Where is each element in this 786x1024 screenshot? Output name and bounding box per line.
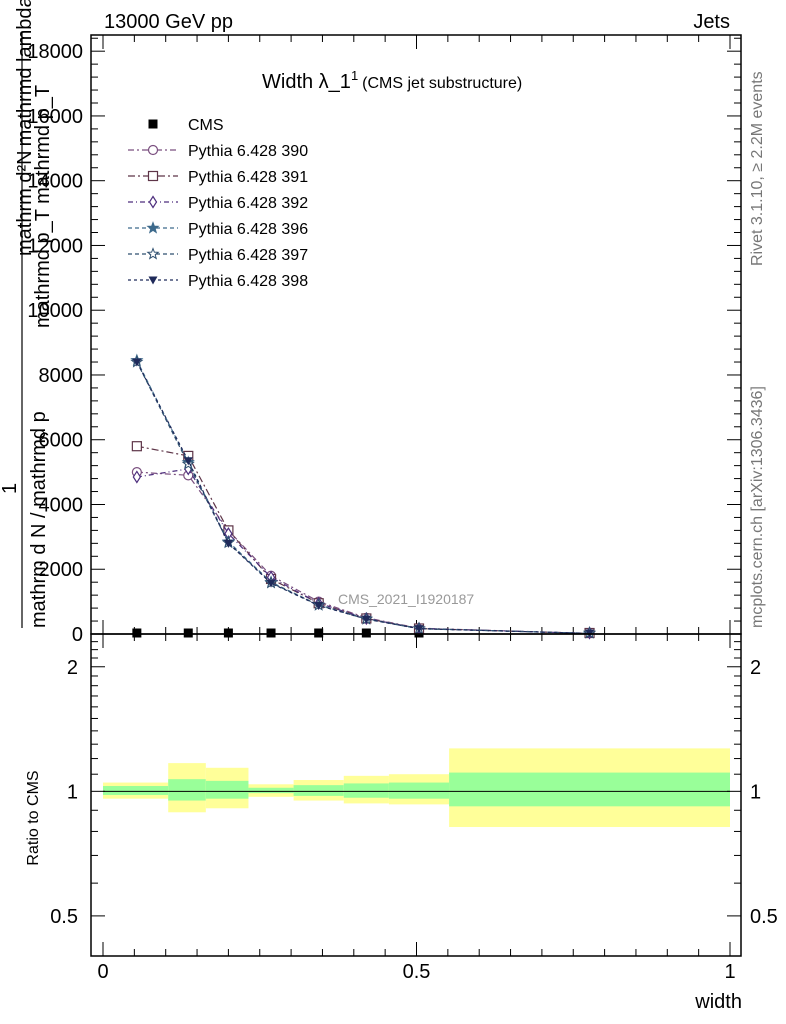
- y-tick-label: 16000: [27, 106, 83, 128]
- ratio-inner-band: [248, 787, 294, 794]
- legend-entry: Pythia 6.428 392: [128, 195, 308, 212]
- main-series-group: [130, 353, 597, 640]
- series-pythia-1: [131, 467, 595, 639]
- y-tick-label: 18000: [27, 41, 83, 63]
- legend-label: CMS: [188, 117, 224, 134]
- ratio-inner-band: [168, 779, 206, 801]
- y-tick-label: 14000: [27, 171, 83, 193]
- ratio-panel: 0.5 0.51 12 2 0 0.5 1 Ratio to CMS width: [25, 633, 778, 1013]
- main-axis-ticks: [91, 35, 741, 635]
- data-point: [131, 441, 142, 452]
- series-line: [136, 468, 590, 634]
- main-panel: 0 2000 4000 6000 8000 10000 12000 14000 16000 180…: [0, 0, 742, 646]
- header-right: Jets: [693, 11, 730, 33]
- legend-label: Pythia 6.428 396: [188, 221, 308, 238]
- ratio-inner-band: [103, 786, 169, 795]
- legend: CMS Pythia 6.428 390 Pythia 6.428 391 Pythi…: [128, 117, 308, 290]
- legend-entry: Pythia 6.428 398: [128, 273, 308, 290]
- legend-marker: [146, 221, 160, 234]
- data-point: [132, 358, 142, 367]
- x-axis-label: width: [694, 991, 742, 1013]
- legend-marker: [148, 119, 158, 129]
- y-tick-label: 0: [72, 624, 83, 646]
- data-point: [266, 579, 276, 588]
- mcplots-label: mcplots.cern.ch [arXiv:1306.3436]: [749, 386, 766, 628]
- y-label-denominator: mathrmd p_T mathrmd p_T: [32, 85, 54, 328]
- ratio-tick-label: 1: [67, 781, 78, 803]
- data-point: [414, 625, 424, 634]
- ratio-inner-band: [449, 772, 730, 807]
- series-pythia-2: [131, 441, 595, 639]
- analysis-watermark: CMS_2021_I1920187: [338, 591, 474, 607]
- data-point: [223, 539, 233, 548]
- ratio-inner-band: [343, 783, 389, 798]
- series-line: [136, 361, 590, 634]
- header-left: 13000 GeV pp: [104, 11, 233, 33]
- legend-label: Pythia 6.428 397: [188, 247, 308, 264]
- main-y-tick-labels: 0 2000 4000 6000 8000 10000 12000 14000 16000 180…: [27, 41, 83, 646]
- legend-entry: CMS: [148, 117, 224, 134]
- legend-marker: [146, 247, 160, 260]
- ratio-tick-label-right: 0.5: [750, 906, 778, 928]
- ratio-inner-band: [388, 782, 450, 799]
- legend-entry: Pythia 6.428 390: [128, 143, 308, 160]
- ratio-tick-label: 0.5: [50, 906, 78, 928]
- data-point: [183, 628, 193, 638]
- ratio-inner-band: [205, 780, 249, 799]
- y-tick-label: 8000: [39, 365, 84, 387]
- rivet-label: Rivet 3.1.10, ≥ 2.2M events: [749, 71, 766, 266]
- y-label-lower: mathrm d N / mathrmd p: [28, 411, 50, 628]
- y-tick-label: 10000: [27, 300, 83, 322]
- legend-entry: Pythia 6.428 391: [128, 169, 308, 186]
- y-tick-label: 12000: [27, 235, 83, 257]
- data-point: [266, 628, 276, 638]
- chart-title: Width λ_11 (CMS jet substructure): [262, 68, 522, 93]
- data-point: [361, 628, 371, 638]
- data-point: [223, 628, 233, 638]
- series-cms: [132, 628, 595, 638]
- series-pythia-3: [132, 462, 594, 640]
- legend-entry: Pythia 6.428 397: [128, 247, 308, 264]
- data-point: [314, 628, 324, 638]
- ratio-tick-label-right: 1: [750, 781, 761, 803]
- data-point: [183, 457, 193, 466]
- ratio-y-label: Ratio to CMS: [25, 770, 42, 865]
- legend-marker: [148, 195, 158, 209]
- legend-label: Pythia 6.428 392: [188, 195, 308, 212]
- legend-label: Pythia 6.428 391: [188, 169, 308, 186]
- y-label-numerator: mathrm d²Nmathrmd lambda: [14, 0, 36, 256]
- data-point: [361, 615, 371, 624]
- ratio-bands: [103, 748, 730, 827]
- x-tick-label: 1: [724, 961, 735, 983]
- x-tick-label: 0: [97, 961, 108, 983]
- data-point: [132, 628, 142, 638]
- data-point: [314, 602, 324, 611]
- ratio-y-tick-labels: 0.5 0.5 1 1 2 2: [50, 657, 778, 928]
- legend-label: Pythia 6.428 398: [188, 273, 308, 290]
- legend-marker: [147, 170, 159, 182]
- ratio-inner-band: [293, 785, 344, 796]
- data-point: [132, 470, 142, 484]
- y-tick-label: 2000: [39, 559, 84, 581]
- y-tick-label: 6000: [39, 430, 84, 452]
- ratio-frame: [90, 633, 742, 957]
- y-tick-label: 4000: [39, 494, 84, 516]
- legend-label: Pythia 6.428 390: [188, 143, 308, 160]
- y-label-one: 1: [0, 483, 21, 494]
- x-tick-label: 0.5: [403, 961, 431, 983]
- ratio-axis-ticks: [91, 634, 741, 956]
- legend-entry: Pythia 6.428 396: [128, 221, 308, 238]
- x-tick-labels: 0 0.5 1: [97, 961, 735, 983]
- legend-marker: [147, 144, 159, 156]
- ratio-tick-label: 2: [67, 657, 78, 679]
- ratio-tick-label-right: 2: [750, 657, 761, 679]
- legend-marker: [148, 276, 158, 285]
